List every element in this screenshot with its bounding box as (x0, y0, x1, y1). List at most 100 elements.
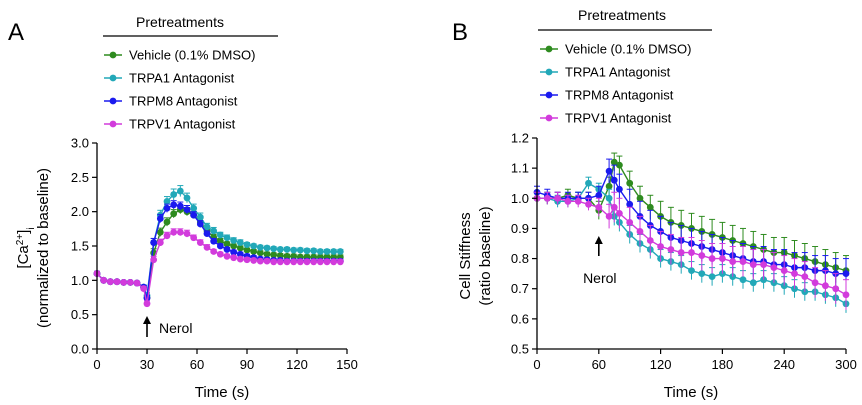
panel-a-y-tick-label: 3.0 (71, 136, 89, 151)
panel-a-data-point (263, 250, 271, 258)
panel-a-data-point (310, 247, 318, 255)
panel-b-nerol-annotation: Nerol (583, 236, 617, 286)
panel-b-data-point (780, 267, 788, 275)
panel-a-data-point (236, 239, 244, 246)
panel-b-y-tick-label: 1.0 (511, 191, 529, 206)
panel-b-y-tick-label: 1.1 (511, 161, 529, 176)
panel-b-data-point (616, 161, 623, 169)
panel-b-data-point (585, 179, 592, 187)
panel-b-data-point (626, 179, 634, 187)
panel-a-y-tick-label: 1.5 (71, 239, 89, 254)
panel-a-data-point (100, 276, 108, 284)
panel-b-data-point (677, 249, 685, 256)
panel-b-data-point (605, 212, 613, 220)
panel-a-data-point (270, 245, 278, 253)
panel-a-y-tick-label: 2.0 (71, 204, 89, 219)
panel-a-data-point (283, 246, 291, 253)
panel-b-legend-label: TRPA1 Antagonist (565, 65, 671, 80)
panel-b-data-point (554, 194, 561, 202)
panel-a-legend-entries: Vehicle (0.1% DMSO) TRPA1 Antagonist TRPM8… (104, 48, 255, 132)
panel-b-data-point (564, 197, 572, 205)
y-label-superscript: 2+ (15, 234, 26, 246)
panel-a-data-point (163, 204, 171, 212)
panel-b-data-point (616, 209, 623, 217)
panel-b-legend-label: TRPV1 Antagonist (565, 111, 672, 126)
panel-a-data-point (263, 257, 271, 265)
panel-a-data-point (290, 252, 298, 260)
panel-a-axes: [Ca2+]i (normalized to baseline) Time (s… (15, 136, 358, 402)
panel-b-x-tick-label: 300 (835, 357, 857, 372)
panel-b-data-point (749, 261, 757, 268)
panel-a-data-point (183, 206, 191, 214)
panel-a-data-point (296, 246, 304, 254)
panel-a-data-point (250, 248, 258, 255)
panel-b-x-tick-label: 0 (533, 357, 540, 372)
panel-b-data-point (595, 203, 603, 211)
panel-a-data-point (223, 246, 231, 253)
panel-b-data-point (791, 270, 798, 278)
panel-b-data-point (688, 267, 695, 275)
panel-b-y-tick-label: 0.5 (511, 342, 529, 357)
panel-a-data-point (270, 258, 278, 266)
panel-b-x-tick-label: 120 (650, 357, 672, 372)
panel-a-y-tick-label: 1.0 (71, 273, 89, 288)
panel-b-data-point (801, 273, 809, 281)
panel-a-data-point (196, 239, 204, 246)
panel-b-data-point (719, 255, 726, 262)
panel-a-plot (93, 185, 344, 308)
panel-a-data-point (176, 202, 184, 210)
panel-b-x-tick-label: 180 (712, 357, 734, 372)
panel-a-letter: A (8, 19, 24, 46)
panel-b-data-point (636, 194, 644, 202)
panel-a-data-point (236, 250, 244, 258)
panel-b-data-point (605, 167, 613, 175)
panel-b-data-point (605, 194, 613, 202)
panel-b: B Pretreatments Vehicle (0.1% DMSO) TRPA1… (452, 7, 857, 401)
panel-a-data-point (196, 220, 204, 228)
panel-a-data-point (223, 234, 231, 242)
panel-a-data-point (223, 252, 231, 260)
panel-a-data-point (323, 248, 331, 255)
panel-a-data-point (330, 258, 338, 266)
y-label-subscript: i (26, 227, 37, 229)
panel-a-data-point (256, 249, 264, 257)
panel-b-y-tick-label: 0.6 (511, 311, 529, 326)
panel-a-data-point (290, 246, 298, 254)
panel-b-data-point (842, 270, 850, 278)
panel-a-data-point (170, 201, 178, 209)
panel-b-data-point (585, 200, 592, 208)
panel-b-data-point (543, 194, 551, 202)
panel-b-data-point (610, 176, 618, 184)
panel-b-data-point (698, 252, 706, 259)
panel-b-data-point (698, 270, 706, 278)
panel-a-data-point (243, 256, 251, 264)
panel-a-data-point (196, 213, 204, 221)
panel-a-data-point (310, 258, 318, 266)
panel-a-data-point (190, 211, 198, 219)
panel-a-data-point (236, 255, 244, 263)
panel-a-data-point (210, 237, 218, 245)
panel-a-data-point (150, 239, 158, 246)
panel-b-series-3 (533, 191, 850, 310)
panel-a-data-point (330, 248, 338, 255)
panel-a-legend-title: Pretreatments (136, 14, 224, 30)
panel-a-data-point (223, 240, 231, 248)
y-label-close-bracket: ] (15, 230, 32, 234)
panel-a-data-point (170, 210, 178, 218)
panel-a-data-point (203, 243, 211, 251)
panel-a-x-tick-label: 0 (93, 357, 100, 372)
panel-b-data-point (739, 276, 747, 284)
panel-a-data-point (120, 278, 128, 286)
panel-a-data-point (263, 244, 271, 252)
panel-a-data-point (216, 231, 224, 239)
panel-a-data-point (106, 278, 114, 286)
panel-b-data-point (688, 249, 695, 256)
panel-b-data-point (667, 246, 675, 253)
panel-b-legend-swatch-marker (545, 68, 553, 76)
panel-b-legend: Pretreatments Vehicle (0.1% DMSO) TRPA1 A… (538, 7, 712, 126)
panel-b-y-tick-label: 1.2 (511, 131, 529, 146)
panel-a-data-point (176, 228, 184, 236)
panel-a-data-point (256, 243, 264, 251)
panel-a-data-point (276, 258, 284, 266)
